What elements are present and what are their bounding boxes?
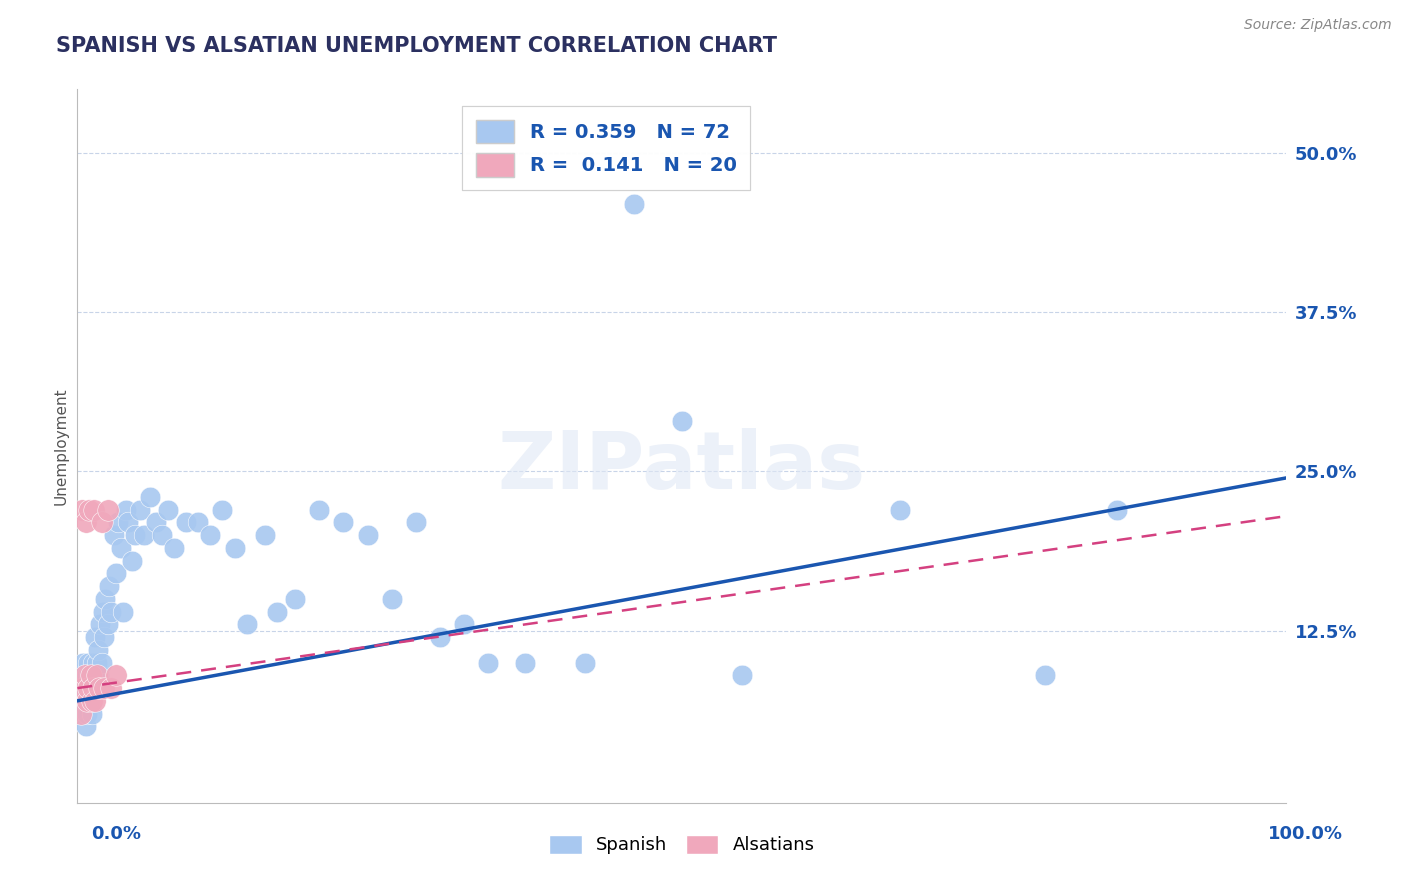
Point <box>574 656 596 670</box>
Point <box>731 668 754 682</box>
Point <box>117 516 139 530</box>
Text: 100.0%: 100.0% <box>1268 825 1343 843</box>
Point <box>671 413 693 427</box>
Point <box>79 502 101 516</box>
Point <box>513 656 536 670</box>
Point <box>82 656 104 670</box>
Legend: R = 0.359   N = 72, R =  0.141   N = 20: R = 0.359 N = 72, R = 0.141 N = 20 <box>463 106 751 191</box>
Point <box>429 630 451 644</box>
Point <box>200 528 222 542</box>
Point <box>80 694 103 708</box>
Point <box>70 694 93 708</box>
Point <box>112 605 135 619</box>
Point <box>253 528 276 542</box>
Point <box>79 681 101 695</box>
Point <box>163 541 186 555</box>
Point <box>284 591 307 606</box>
Point <box>70 706 93 721</box>
Point <box>145 516 167 530</box>
Point <box>356 528 378 542</box>
Point <box>110 541 132 555</box>
Point <box>87 668 110 682</box>
Point <box>69 681 91 695</box>
Point <box>105 566 128 581</box>
Point <box>70 668 93 682</box>
Point <box>100 605 122 619</box>
Point <box>453 617 475 632</box>
Text: 0.0%: 0.0% <box>91 825 142 843</box>
Point <box>405 516 427 530</box>
Point <box>1033 668 1056 682</box>
Text: SPANISH VS ALSATIAN UNEMPLOYMENT CORRELATION CHART: SPANISH VS ALSATIAN UNEMPLOYMENT CORRELA… <box>56 36 778 55</box>
Point <box>75 719 97 733</box>
Point <box>91 605 114 619</box>
Point <box>79 668 101 682</box>
Point <box>77 656 100 670</box>
Point <box>211 502 233 516</box>
Text: Source: ZipAtlas.com: Source: ZipAtlas.com <box>1244 18 1392 32</box>
Point <box>1107 502 1129 516</box>
Point <box>308 502 330 516</box>
Point <box>77 681 100 695</box>
Point <box>103 528 125 542</box>
Point <box>76 668 98 682</box>
Point <box>150 528 173 542</box>
Point <box>114 502 136 516</box>
Point <box>86 656 108 670</box>
Point <box>174 516 197 530</box>
Point <box>266 605 288 619</box>
Point <box>332 516 354 530</box>
Point <box>93 681 115 695</box>
Point <box>96 617 118 632</box>
Point <box>94 591 117 606</box>
Point <box>96 502 118 516</box>
Point <box>72 656 94 670</box>
Point <box>477 656 499 670</box>
Point <box>97 579 120 593</box>
Point <box>76 706 98 721</box>
Point <box>87 643 110 657</box>
Point <box>90 656 112 670</box>
Point <box>93 630 115 644</box>
Point <box>82 681 104 695</box>
Point <box>84 694 107 708</box>
Point <box>889 502 911 516</box>
Text: ZIPatlas: ZIPatlas <box>498 428 866 507</box>
Point <box>73 681 96 695</box>
Point <box>84 630 107 644</box>
Point <box>75 516 97 530</box>
Point <box>235 617 257 632</box>
Point <box>86 668 108 682</box>
Point <box>139 490 162 504</box>
Point <box>90 516 112 530</box>
Point <box>623 197 645 211</box>
Point <box>187 516 209 530</box>
Point <box>79 694 101 708</box>
Point <box>72 706 94 721</box>
Point <box>83 668 105 682</box>
Point <box>73 668 96 682</box>
Point <box>77 681 100 695</box>
Point <box>87 681 110 695</box>
Point <box>129 502 152 516</box>
Point <box>132 528 155 542</box>
Point <box>224 541 246 555</box>
Point <box>381 591 404 606</box>
Point <box>72 681 94 695</box>
Point <box>105 668 128 682</box>
Point <box>124 528 146 542</box>
Point <box>76 694 98 708</box>
Point <box>107 516 129 530</box>
Point <box>80 706 103 721</box>
Point <box>89 617 111 632</box>
Y-axis label: Unemployment: Unemployment <box>53 387 69 505</box>
Point <box>84 681 107 695</box>
Point <box>83 502 105 516</box>
Point <box>100 681 122 695</box>
Point <box>79 668 101 682</box>
Point <box>121 554 143 568</box>
Point <box>157 502 180 516</box>
Point <box>75 694 97 708</box>
Point <box>70 502 93 516</box>
